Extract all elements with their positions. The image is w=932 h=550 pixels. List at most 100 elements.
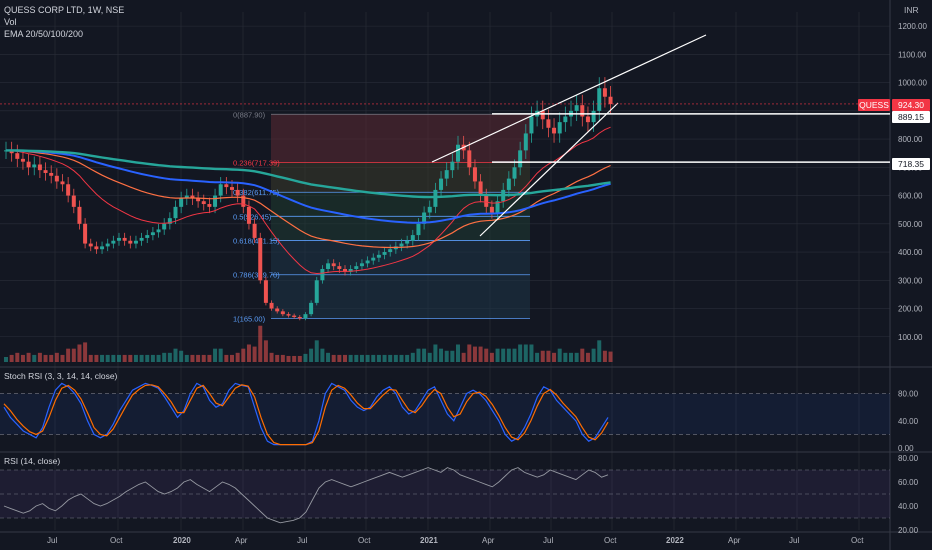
level-upper-tag: 889.15	[892, 111, 930, 123]
candle-body	[365, 260, 370, 264]
stoch-tick-label: 0.00	[898, 444, 914, 453]
ema-20-line	[5, 126, 611, 275]
candle-body	[585, 116, 590, 123]
volume-bar	[43, 354, 48, 362]
candle-body	[117, 237, 121, 241]
volume-bar	[184, 354, 189, 362]
candle-body	[190, 195, 195, 199]
ticker-tag: QUESS	[858, 99, 890, 111]
candle-body	[326, 263, 331, 269]
volume-bar	[439, 348, 444, 362]
candle-body	[484, 195, 489, 207]
volume-bar	[602, 350, 607, 362]
volume-bar	[258, 325, 263, 362]
volume-bar	[489, 352, 494, 362]
candle-body	[405, 240, 410, 244]
candle-body	[88, 243, 93, 247]
volume-bar	[456, 344, 460, 362]
stoch-tick-label: 40.00	[898, 417, 919, 426]
volume-bar	[410, 352, 415, 362]
volume-bar	[150, 354, 155, 362]
price-tick-label: 300.00	[898, 276, 923, 285]
candle-body	[416, 223, 421, 236]
ema-legend: EMA 20/50/100/200	[4, 29, 84, 39]
volume-bar	[331, 354, 336, 362]
candle-body	[213, 195, 218, 207]
volume-bar	[94, 354, 99, 362]
candle-body	[359, 263, 364, 267]
candle-body	[252, 223, 257, 238]
volume-bar	[484, 348, 489, 362]
volume-bar	[292, 355, 297, 362]
volume-bar	[218, 348, 223, 362]
stoch-d-line	[3, 384, 609, 446]
volume-bar	[252, 346, 257, 362]
candle-body	[314, 280, 319, 303]
candle-body	[196, 198, 201, 202]
candle-body	[439, 178, 444, 190]
candle-body	[94, 246, 99, 250]
volume-bar	[343, 354, 347, 362]
volume-bar	[49, 354, 54, 362]
volume-bar	[26, 352, 31, 362]
volume-bar	[122, 354, 127, 362]
x-tick-label: Jul	[789, 536, 799, 545]
candle-body	[122, 237, 127, 241]
candle-body	[173, 206, 178, 219]
candle-body	[230, 187, 234, 190]
candle-body	[512, 167, 517, 179]
volume-bar	[359, 354, 364, 362]
candle-body	[557, 122, 562, 134]
volume-bar	[71, 348, 76, 362]
candle-body	[410, 235, 415, 241]
candle-body	[382, 252, 387, 255]
candle-body	[303, 314, 308, 319]
candle-body	[258, 237, 263, 281]
candle-body	[9, 150, 14, 154]
symbol-title: QUESS CORP LTD, 1W, NSE	[4, 5, 125, 15]
candle-body	[145, 235, 150, 238]
candle-body	[456, 144, 460, 162]
volume-bar	[354, 354, 359, 362]
candle-body	[83, 223, 88, 244]
volume-bar	[574, 352, 579, 362]
candle-body	[574, 105, 579, 111]
volume-bar	[512, 348, 517, 362]
candle-body	[348, 268, 353, 272]
x-tick-label: Jul	[543, 536, 553, 545]
candle-body	[179, 198, 184, 207]
stoch-rsi-label: Stoch RSI (3, 3, 14, 14, close)	[4, 371, 118, 381]
volume-bar	[105, 354, 110, 362]
candle-body	[162, 223, 167, 230]
volume-bar	[608, 351, 613, 362]
candle-body	[207, 204, 212, 207]
candle-body	[506, 178, 511, 190]
x-tick-label: Apr	[482, 536, 495, 545]
candle-body	[156, 229, 161, 233]
x-tick-label: Oct	[110, 536, 123, 545]
candle-body	[275, 308, 280, 312]
price-tick-label: 1100.00	[898, 50, 927, 59]
candle-body	[552, 127, 557, 134]
volume-bar	[580, 348, 585, 362]
price-tick-label: 800.00	[898, 135, 923, 144]
rsi-tick-label: 40.00	[898, 502, 919, 511]
candle-body	[263, 280, 268, 303]
candle-body	[608, 96, 613, 105]
candle-body	[580, 105, 585, 117]
volume-bar	[427, 352, 432, 362]
volume-bar	[433, 344, 438, 362]
candle-body	[354, 266, 359, 269]
candle-body	[478, 181, 483, 196]
x-tick-label: Jul	[297, 536, 307, 545]
fib-level-label: 0.618(441.15)	[233, 236, 280, 245]
candle-body	[563, 116, 568, 123]
volume-bar	[540, 350, 545, 362]
candle-body	[49, 172, 54, 176]
volume-bar	[405, 354, 410, 362]
volume-bar	[467, 344, 472, 362]
volume-bar	[66, 348, 71, 362]
volume-bar	[348, 354, 353, 362]
volume-bar	[591, 348, 596, 362]
price-tick-label: 400.00	[898, 248, 923, 257]
